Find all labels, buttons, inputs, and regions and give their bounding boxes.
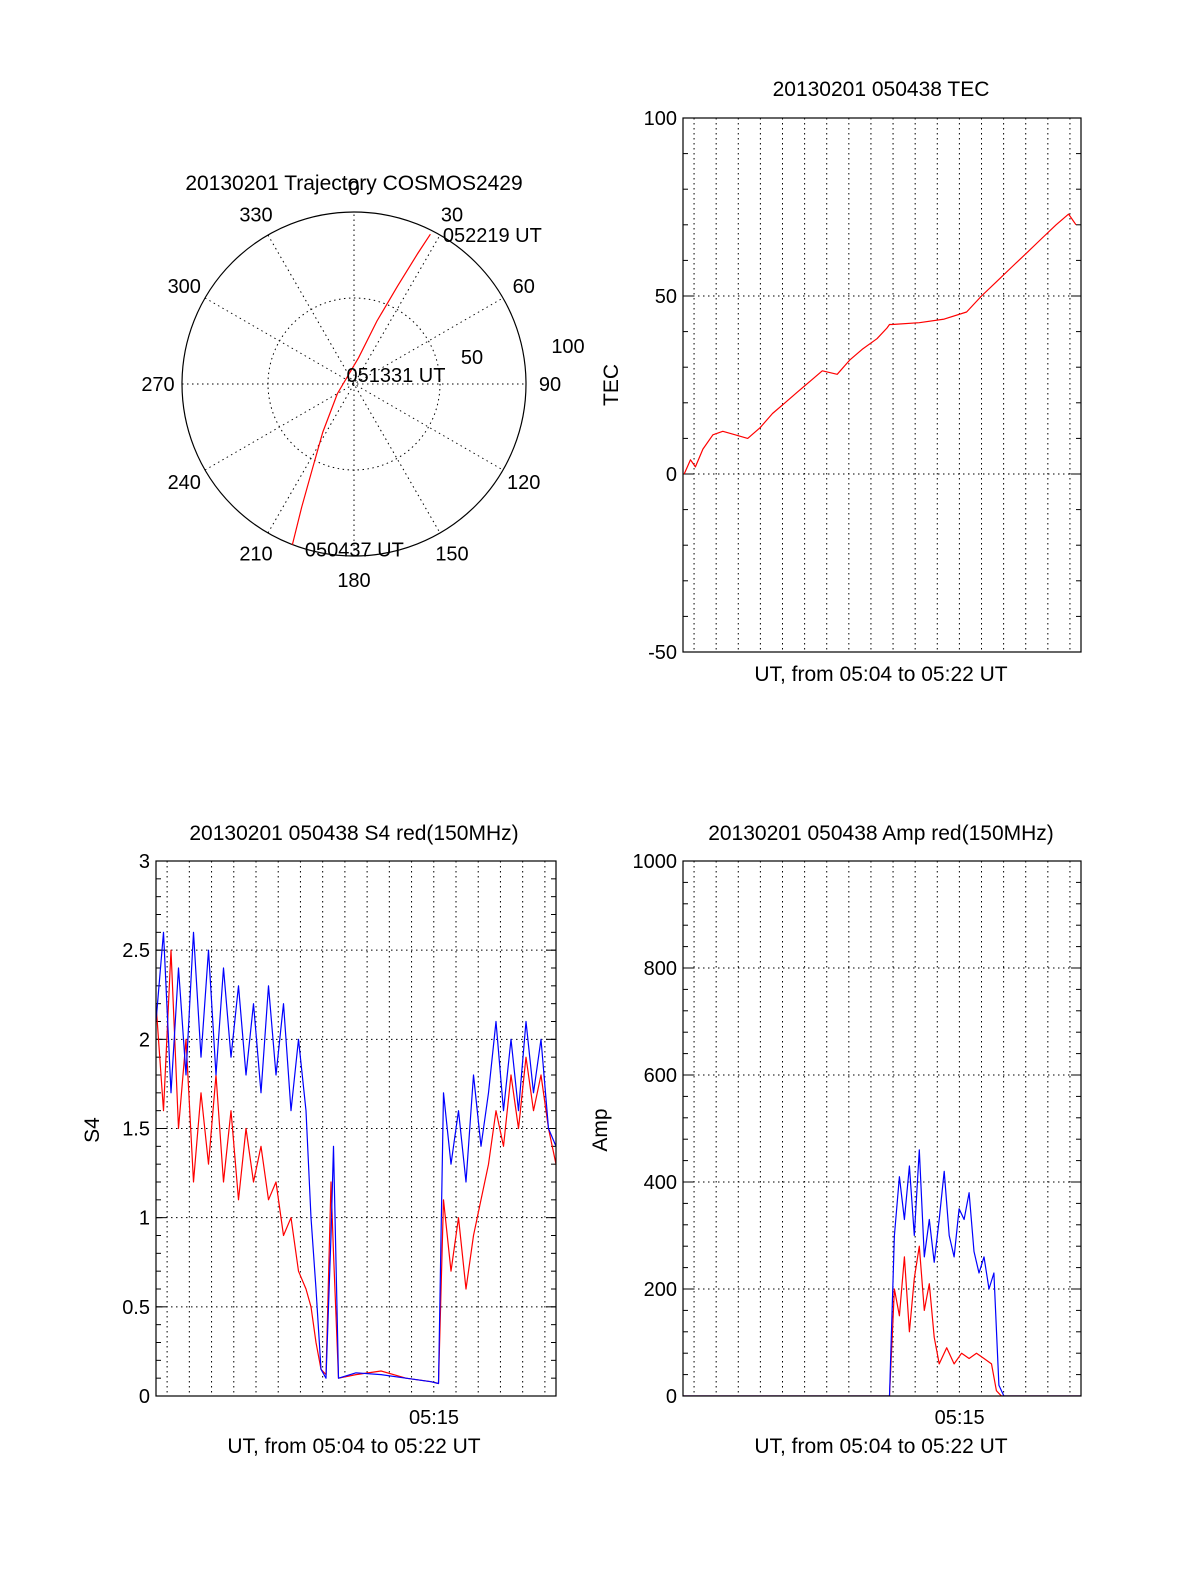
azimuth-label-30: 30 bbox=[441, 204, 463, 226]
ytick-label-3: 100 bbox=[644, 108, 677, 130]
azimuth-label-150: 150 bbox=[435, 544, 468, 566]
ytick-label-0: -50 bbox=[648, 642, 677, 664]
xtick-label-0: 05:15 bbox=[935, 1407, 985, 1429]
amp-xlabel: UT, from 05:04 to 05:22 UT bbox=[754, 1435, 1007, 1458]
vertical-gridlines bbox=[693, 861, 1071, 1396]
series-line-0 bbox=[683, 213, 1077, 475]
plot-frame bbox=[155, 860, 557, 1397]
azimuth-label-0: 0 bbox=[348, 178, 359, 200]
ring-label-inner: 50 bbox=[461, 347, 483, 369]
ytick-label-1: 0 bbox=[666, 464, 677, 486]
azimuth-label-90: 90 bbox=[539, 374, 561, 396]
tec-xlabel: UT, from 05:04 to 05:22 UT bbox=[754, 663, 1007, 686]
series-line-1 bbox=[683, 1149, 1081, 1396]
trajectory-series bbox=[291, 233, 431, 545]
trajectory-panel: 20130201 Trajectory COSMOS2429 0 30 60 90 12… bbox=[141, 172, 584, 592]
tec-ylabel: TEC bbox=[600, 364, 623, 406]
ytick-label-1: 0.5 bbox=[122, 1297, 150, 1319]
ring-label-outer: 100 bbox=[551, 336, 584, 358]
azimuth-label-330: 330 bbox=[239, 204, 272, 226]
annotation-1: 051331 UT bbox=[347, 365, 446, 387]
ytick-label-0: 0 bbox=[666, 1386, 677, 1408]
ytick-label-5: 1000 bbox=[633, 851, 678, 873]
series-group bbox=[683, 1149, 1081, 1396]
annotation-2: 050437 UT bbox=[305, 540, 404, 562]
series-line-0 bbox=[156, 949, 556, 1385]
ytick-label-0: 0 bbox=[139, 1386, 150, 1408]
azimuth-label-180: 180 bbox=[337, 570, 370, 592]
ytick-label-5: 2.5 bbox=[122, 940, 150, 962]
azimuth-labels: 0 30 60 90 120 150 180 210 240 270 300 330 50 100 bbox=[141, 178, 584, 592]
ytick-label-6: 3 bbox=[139, 851, 150, 873]
ytick-label-2: 1 bbox=[139, 1208, 150, 1230]
series-group bbox=[156, 931, 556, 1385]
s4-title: 20130201 050438 S4 red(150MHz) bbox=[189, 822, 518, 845]
series-group bbox=[683, 213, 1077, 475]
xtick-label-0: 05:15 bbox=[409, 1407, 459, 1429]
tec-panel: 20130201 050438 TEC -50 0 50 100 UT, from 0… bbox=[600, 78, 1082, 686]
tec-title: 20130201 050438 TEC bbox=[773, 78, 990, 101]
ytick-label-4: 2 bbox=[139, 1029, 150, 1051]
polar-grid bbox=[181, 211, 527, 557]
plot-frame bbox=[682, 860, 1082, 1397]
azimuth-label-240: 240 bbox=[168, 472, 201, 494]
amp-panel: 20130201 050438 Amp red(150MHz) 0 200 400 6… bbox=[589, 822, 1082, 1458]
amp-ylabel: Amp bbox=[589, 1108, 612, 1151]
trajectory-annotations: 052219 UT 051331 UT 050437 UT bbox=[305, 225, 542, 561]
amp-title: 20130201 050438 Amp red(150MHz) bbox=[708, 822, 1054, 845]
s4-plot-area: 0 0.5 1 1.5 2 2.5 3 05:15 bbox=[122, 851, 557, 1429]
azimuth-label-120: 120 bbox=[507, 472, 540, 494]
ytick-label-3: 1.5 bbox=[122, 1119, 150, 1141]
s4-xlabel: UT, from 05:04 to 05:22 UT bbox=[227, 1435, 480, 1458]
azimuth-label-60: 60 bbox=[513, 276, 535, 298]
ytick-label-2: 50 bbox=[655, 286, 677, 308]
y-axis: -50 0 50 100 bbox=[644, 108, 1081, 664]
amp-plot-area: 0 200 400 600 800 1000 05:15 bbox=[633, 851, 1082, 1429]
y-axis: 0 0.5 1 1.5 2 2.5 3 bbox=[122, 851, 556, 1408]
trajectory-title: 20130201 Trajectory COSMOS2429 bbox=[185, 172, 522, 195]
ytick-label-3: 600 bbox=[644, 1065, 677, 1087]
azimuth-label-210: 210 bbox=[239, 544, 272, 566]
azimuth-label-300: 300 bbox=[168, 276, 201, 298]
ytick-label-4: 800 bbox=[644, 958, 677, 980]
ytick-label-2: 400 bbox=[644, 1172, 677, 1194]
ytick-label-1: 200 bbox=[644, 1279, 677, 1301]
azimuth-label-270: 270 bbox=[141, 374, 174, 396]
vertical-gridlines bbox=[693, 118, 1071, 652]
s4-ylabel: S4 bbox=[81, 1117, 104, 1143]
series-line-0 bbox=[683, 1245, 1081, 1396]
y-axis: 0 200 400 600 800 1000 bbox=[633, 851, 1081, 1408]
s4-panel: 20130201 050438 S4 red(150MHz) 0 0.5 1 1.5 2… bbox=[81, 822, 557, 1458]
trajectory-line-0 bbox=[291, 233, 431, 545]
annotation-0: 052219 UT bbox=[443, 225, 542, 247]
plot-frame bbox=[682, 117, 1082, 653]
series-line-1 bbox=[156, 931, 556, 1385]
tec-plot-area: -50 0 50 100 bbox=[644, 108, 1082, 664]
polar-inner-ring bbox=[267, 297, 441, 471]
